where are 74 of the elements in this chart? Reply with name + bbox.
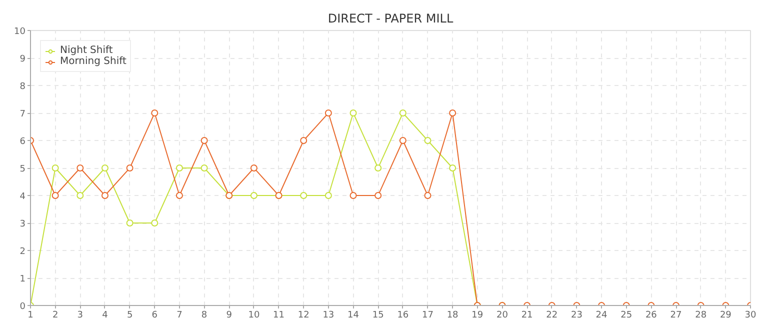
point [52, 164, 59, 172]
x-tick-label: 6 [152, 310, 158, 320]
point [151, 220, 158, 226]
point [324, 110, 332, 116]
point [151, 110, 158, 116]
point [200, 137, 208, 144]
x-tick-label: 11 [273, 310, 285, 320]
x-tick-label: 2 [52, 310, 58, 320]
x-tick-label: 20 [496, 310, 508, 320]
x-tick-label: 5 [126, 310, 133, 320]
x-tick-label: 30 [744, 310, 756, 320]
point [399, 110, 406, 116]
x-tick-label: 21 [521, 310, 533, 320]
point [101, 164, 108, 172]
y-tick-label: 10 [14, 27, 26, 37]
point [399, 137, 406, 144]
y-tick-label: 3 [20, 220, 26, 230]
x-tick-label: 7 [176, 310, 182, 320]
x-tick-label: 23 [570, 310, 582, 320]
point [300, 137, 308, 144]
y-tick-label: 9 [20, 54, 26, 64]
y-tick-label: 4 [20, 192, 26, 202]
x-tick-label: 17 [422, 310, 434, 320]
x-tick-label: 18 [446, 310, 459, 320]
y-tick-label: 6 [20, 137, 26, 147]
x-tick-label: 22 [546, 310, 558, 320]
chart-title: DIRECT - PAPER MILL [328, 12, 454, 26]
point [176, 192, 183, 199]
x-tick-label: 3 [77, 310, 84, 320]
x-tick-label: 12 [298, 310, 310, 320]
x-tick-label: 10 [248, 310, 260, 320]
point [52, 192, 59, 199]
x-tick-label: 28 [695, 310, 707, 320]
point [324, 192, 332, 199]
point [126, 220, 134, 226]
x-tick-label: 16 [397, 310, 409, 320]
point [126, 164, 134, 172]
x-tick-label: 14 [348, 310, 360, 320]
point [449, 110, 456, 116]
x-tick-label: 4 [102, 310, 108, 320]
legend-label: Morning Shift [60, 56, 126, 67]
x-tick-label: 25 [620, 310, 632, 320]
point [101, 192, 108, 199]
y-tick-label: 1 [20, 274, 26, 284]
point [76, 192, 84, 199]
y-tick-label: 2 [20, 247, 26, 257]
x-tick-label: 9 [226, 310, 232, 320]
point [76, 164, 84, 172]
x-tick-label: 8 [201, 310, 208, 320]
point [374, 192, 382, 199]
x-tick-label: 19 [472, 310, 484, 320]
x-tick-label: 15 [372, 310, 384, 320]
point [250, 192, 258, 199]
x-tick-label: 1 [28, 310, 34, 320]
y-tick-label: 5 [20, 164, 26, 174]
point [424, 192, 432, 199]
point [374, 164, 382, 172]
point [250, 164, 258, 172]
y-tick-label: 8 [20, 82, 26, 92]
point [176, 164, 183, 172]
x-tick-label: 29 [720, 310, 732, 320]
x-tick-label: 26 [645, 310, 658, 320]
y-tick-label: 0 [20, 302, 26, 312]
point [424, 137, 432, 144]
point [449, 164, 456, 172]
x-tick-label: 13 [322, 310, 334, 320]
x-tick-label: 24 [596, 310, 608, 320]
point [300, 192, 308, 199]
point [350, 192, 357, 199]
point [350, 110, 357, 116]
legend-label: Night Shift [60, 45, 113, 56]
point [200, 164, 208, 172]
x-tick-label: 27 [670, 310, 682, 320]
y-tick-label: 7 [20, 110, 26, 120]
